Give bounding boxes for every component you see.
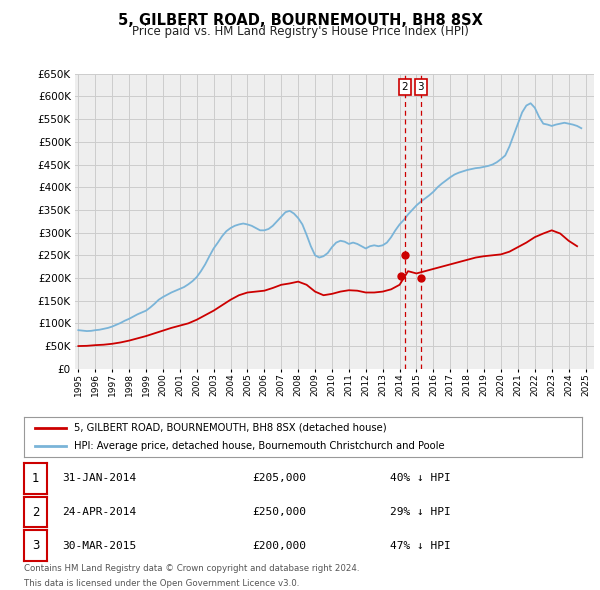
Text: £250,000: £250,000 xyxy=(252,507,306,517)
Text: 3: 3 xyxy=(418,82,424,92)
Text: This data is licensed under the Open Government Licence v3.0.: This data is licensed under the Open Gov… xyxy=(24,579,299,588)
Text: 5, GILBERT ROAD, BOURNEMOUTH, BH8 8SX: 5, GILBERT ROAD, BOURNEMOUTH, BH8 8SX xyxy=(118,13,482,28)
Text: 1: 1 xyxy=(32,472,39,485)
Text: £205,000: £205,000 xyxy=(252,474,306,483)
Text: 5, GILBERT ROAD, BOURNEMOUTH, BH8 8SX (detached house): 5, GILBERT ROAD, BOURNEMOUTH, BH8 8SX (d… xyxy=(74,423,387,433)
Text: £200,000: £200,000 xyxy=(252,541,306,550)
Text: 29% ↓ HPI: 29% ↓ HPI xyxy=(390,507,451,517)
Text: HPI: Average price, detached house, Bournemouth Christchurch and Poole: HPI: Average price, detached house, Bour… xyxy=(74,441,445,451)
Text: 30-MAR-2015: 30-MAR-2015 xyxy=(62,541,136,550)
Text: 3: 3 xyxy=(32,539,39,552)
Text: 47% ↓ HPI: 47% ↓ HPI xyxy=(390,541,451,550)
Text: Contains HM Land Registry data © Crown copyright and database right 2024.: Contains HM Land Registry data © Crown c… xyxy=(24,564,359,573)
Text: 40% ↓ HPI: 40% ↓ HPI xyxy=(390,474,451,483)
Text: 24-APR-2014: 24-APR-2014 xyxy=(62,507,136,517)
Text: 31-JAN-2014: 31-JAN-2014 xyxy=(62,474,136,483)
Text: 2: 2 xyxy=(32,506,39,519)
Text: Price paid vs. HM Land Registry's House Price Index (HPI): Price paid vs. HM Land Registry's House … xyxy=(131,25,469,38)
Text: 2: 2 xyxy=(401,82,408,92)
